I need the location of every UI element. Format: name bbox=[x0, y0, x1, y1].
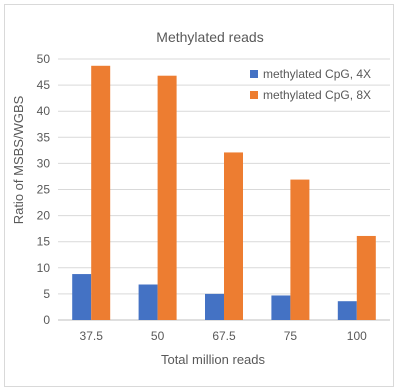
x-tick-label: 75 bbox=[284, 329, 298, 343]
x-tick-label: 67.5 bbox=[212, 329, 236, 343]
bar-chart: Methylated reads 0 5 10 15 20 25 30 35 40 45 50 37… bbox=[11, 29, 390, 367]
legend: methylated CpG, 4X methylated CpG, 8X bbox=[250, 67, 371, 102]
y-tick-label: 40 bbox=[37, 104, 51, 118]
y-tick-label: 15 bbox=[37, 235, 51, 249]
bar bbox=[138, 284, 158, 320]
y-tick-label: 50 bbox=[37, 52, 51, 66]
y-axis-ticks: 0 5 10 15 20 25 30 35 40 45 50 bbox=[37, 52, 51, 327]
y-axis-label: Ratio of MSBS/WGBS bbox=[11, 95, 26, 224]
bar bbox=[205, 293, 224, 320]
legend-label: methylated CpG, 8X bbox=[263, 88, 371, 102]
y-tick-label: 35 bbox=[37, 130, 51, 144]
bar bbox=[290, 179, 310, 320]
x-axis-label: Total million reads bbox=[161, 352, 266, 367]
y-tick-label: 10 bbox=[37, 261, 51, 275]
legend-swatch bbox=[250, 91, 258, 99]
x-tick-label: 50 bbox=[151, 329, 165, 343]
bar bbox=[157, 75, 177, 320]
bar bbox=[224, 152, 243, 320]
bar bbox=[356, 235, 376, 320]
y-tick-label: 45 bbox=[37, 78, 51, 92]
bars bbox=[72, 65, 376, 320]
x-tick-label: 100 bbox=[347, 329, 367, 343]
legend-label: methylated CpG, 4X bbox=[263, 67, 371, 81]
y-tick-label: 5 bbox=[43, 287, 50, 301]
x-tick-label: 37.5 bbox=[80, 329, 104, 343]
y-tick-label: 25 bbox=[37, 183, 51, 197]
chart-frame: Methylated reads 0 5 10 15 20 25 30 35 40 45 50 37… bbox=[4, 4, 394, 387]
y-tick-label: 30 bbox=[37, 156, 51, 170]
x-axis-ticks: 37.5 50 67.5 75 100 bbox=[80, 329, 368, 343]
bar bbox=[337, 301, 357, 320]
bar bbox=[91, 65, 111, 320]
y-tick-label: 0 bbox=[43, 313, 50, 327]
legend-swatch bbox=[250, 70, 258, 78]
bar bbox=[72, 274, 92, 320]
y-tick-label: 20 bbox=[37, 209, 51, 223]
chart-title: Methylated reads bbox=[156, 29, 263, 45]
bar bbox=[271, 295, 291, 320]
